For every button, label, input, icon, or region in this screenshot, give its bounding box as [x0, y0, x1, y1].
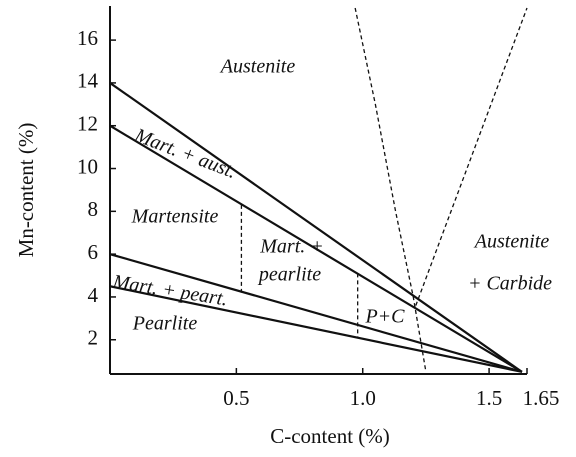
y-tick-label: 6	[88, 240, 99, 264]
x-tick-label: 1.0	[350, 386, 376, 410]
y-tick-label: 12	[77, 112, 98, 136]
region-label: Mart. + peart.	[110, 271, 229, 311]
phase-boundary	[109, 124, 523, 373]
region-label: P+C	[364, 306, 405, 328]
phase-boundary	[109, 253, 523, 373]
region-label: Austenite	[473, 231, 550, 253]
dashed-boundary	[354, 7, 427, 372]
y-tick-label: 16	[77, 26, 98, 50]
y-axis-title: Mn-content (%)	[14, 123, 38, 258]
x-axis-title: C-content (%)	[270, 424, 390, 448]
y-tick-label: 14	[77, 69, 99, 93]
dashed-boundary	[415, 7, 528, 306]
region-label: pearlite	[257, 264, 321, 286]
x-tick-label: 0.5	[223, 386, 249, 410]
y-tick-label: 2	[88, 326, 99, 350]
region-label: + Carbide	[468, 273, 552, 295]
y-tick-label: 4	[88, 283, 99, 307]
x-tick-label: 1.5	[476, 386, 502, 410]
x-tick-label: 1.65	[523, 386, 560, 410]
y-tick-label: 8	[88, 197, 99, 221]
region-label: Mart. +	[259, 236, 324, 258]
phase-boundary	[109, 82, 523, 373]
region-label: Martensite	[131, 206, 219, 228]
y-tick-label: 10	[77, 154, 98, 178]
phase-boundary	[109, 285, 523, 373]
region-label: Austenite	[219, 56, 296, 78]
region-label: Mart. + aust.	[131, 124, 240, 183]
region-label: Pearlite	[132, 313, 198, 335]
